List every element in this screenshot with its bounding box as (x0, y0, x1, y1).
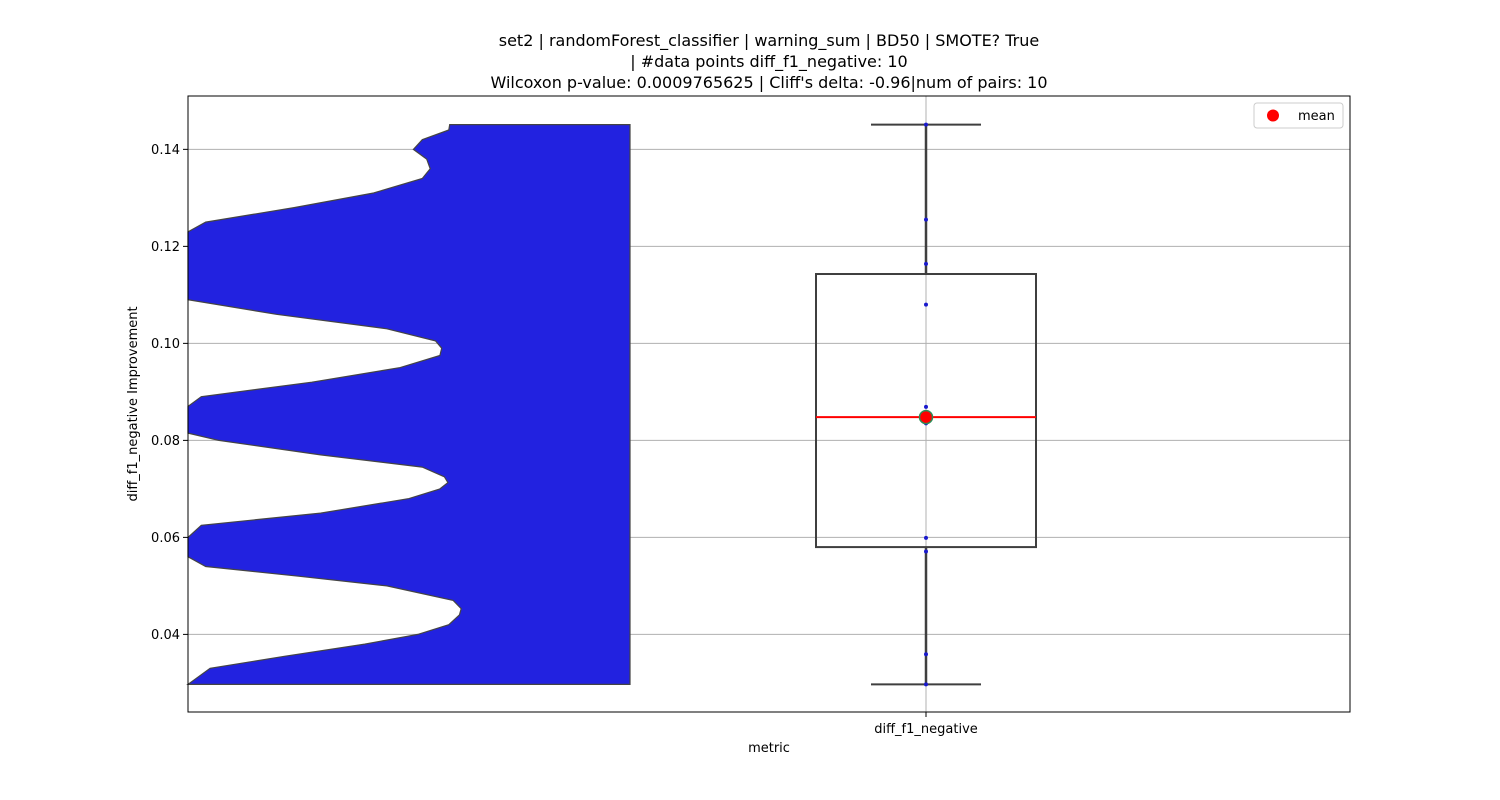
box-layer (815, 123, 1037, 686)
data-point (924, 261, 928, 266)
y-tick-label: 0.12 (151, 240, 180, 255)
y-tick-label: 0.06 (151, 531, 180, 546)
data-point (924, 549, 928, 554)
data-point (924, 217, 928, 222)
x-tick-label: diff_f1_negative (874, 722, 978, 737)
points-layer (918, 122, 934, 687)
x-axis-label: metric (748, 741, 790, 756)
y-axis-label: diff_f1_negative Improvement (126, 306, 141, 501)
mean-marker (918, 409, 934, 425)
data-point (924, 682, 928, 687)
y-tick-label: 0.14 (151, 143, 180, 158)
data-point (924, 302, 928, 307)
y-axis-ticks: 0.04 0.06 0.08 0.10 0.12 0.14 (151, 143, 188, 643)
data-point (924, 535, 928, 540)
chart-title-line-2: | #data points diff_f1_negative: 10 (630, 52, 908, 71)
data-point (924, 404, 928, 409)
x-axis-ticks: diff_f1_negative (874, 712, 978, 737)
chart-title-line-3: Wilcoxon p-value: 0.0009765625 | Cliff's… (490, 73, 1048, 92)
y-tick-label: 0.04 (151, 628, 180, 643)
data-point (924, 652, 928, 657)
legend-mean-label: mean (1298, 109, 1335, 124)
legend: mean (1253, 102, 1344, 129)
y-tick-label: 0.10 (151, 337, 180, 352)
chart-title-line-1: set2 | randomForest_classifier | warning… (498, 31, 1040, 50)
y-tick-label: 0.08 (151, 434, 180, 449)
data-point (924, 122, 928, 127)
iqr-box (815, 273, 1037, 549)
legend-mean-marker (1267, 109, 1279, 122)
legend-box (1253, 102, 1344, 129)
violin-layer (186, 123, 631, 686)
plot-frame (187, 95, 1351, 713)
violin-shape (186, 123, 631, 686)
